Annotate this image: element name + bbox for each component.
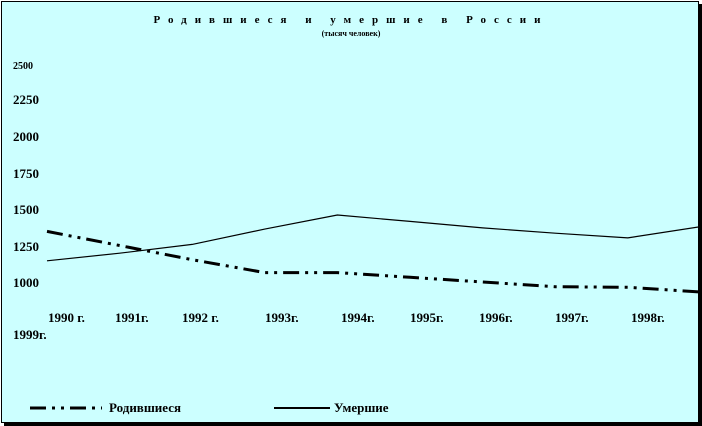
legend: Родившиеся Умершие: [30, 400, 389, 415]
y-tick-label: 1750: [13, 166, 39, 181]
x-axis-ticks: 1990 г. 1991г. 1992 г. 1993г. 1994г. 1995г. 19…: [13, 310, 665, 342]
y-tick-label: 2000: [13, 129, 39, 144]
y-tick-label: 2500: [13, 61, 33, 72]
x-tick-label: 1994г.: [341, 310, 375, 325]
legend-label: Родившиеся: [109, 400, 181, 415]
x-tick-label: 1996г.: [479, 310, 513, 325]
x-tick-label: 1990 г.: [48, 310, 85, 325]
x-tick-label: 1993г.: [265, 310, 299, 325]
x-tick-label: 1999г.: [13, 327, 47, 342]
chart-title: Родившиеся и умершие в России: [154, 14, 549, 26]
series-line: [46, 229, 700, 294]
legend-label: Умершие: [334, 400, 389, 415]
y-axis-ticks: 2500 2250 2000 1750 1500 1250 1000: [13, 61, 39, 290]
series-line: [46, 214, 700, 262]
y-tick-label: 1250: [13, 239, 39, 254]
x-tick-label: 1991г.: [115, 310, 149, 325]
x-tick-label: 1995г.: [410, 310, 444, 325]
y-tick-label: 1000: [13, 275, 39, 290]
x-tick-label: 1998г.: [631, 310, 665, 325]
y-tick-label: 2250: [13, 92, 39, 107]
y-tick-label: 1500: [13, 202, 39, 217]
series-lines: [46, 214, 700, 294]
chart-subtitle: (тысяч человек): [322, 29, 381, 38]
x-tick-label: 1992 г.: [182, 310, 219, 325]
x-tick-label: 1997г.: [555, 310, 589, 325]
